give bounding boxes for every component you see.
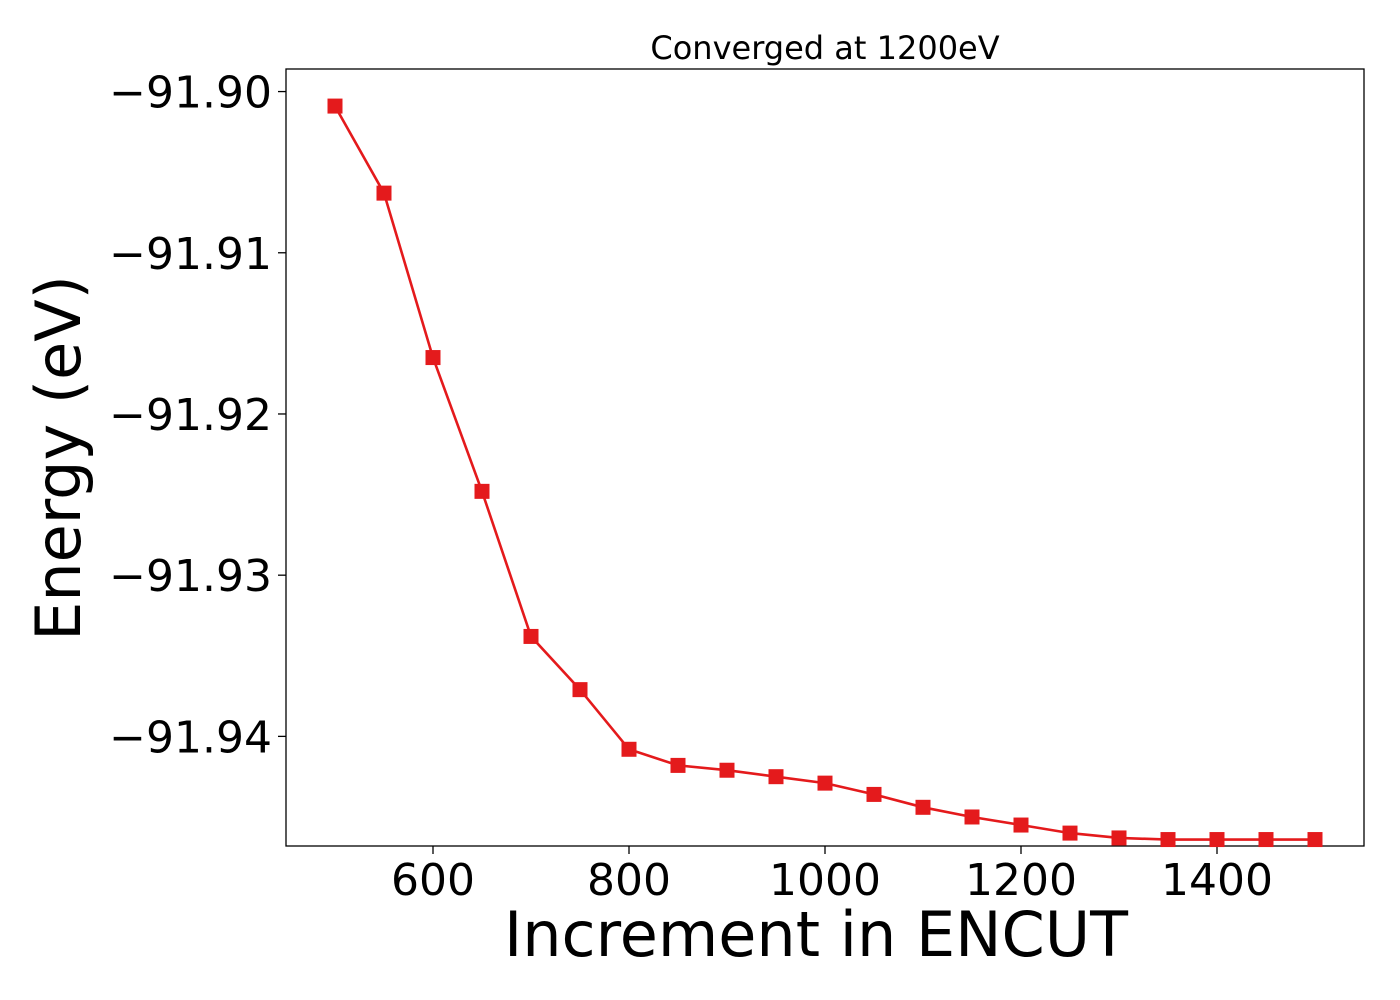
y-tick-label: −91.94 xyxy=(109,712,272,763)
data-point-marker xyxy=(866,786,882,802)
y-axis: −91.90 −91.91 −91.92 −91.93 −91.94 xyxy=(109,68,286,763)
y-tick-label: −91.92 xyxy=(109,390,272,441)
data-point-marker xyxy=(376,185,392,201)
x-tick-label: 600 xyxy=(391,855,475,906)
data-point-marker xyxy=(1160,832,1176,848)
y-tick-label: −91.91 xyxy=(109,229,272,280)
data-point-marker xyxy=(1209,832,1225,848)
x-tick-label: 1400 xyxy=(1161,855,1273,906)
data-point-marker xyxy=(1062,825,1078,841)
data-point-marker xyxy=(523,628,539,644)
data-point-marker xyxy=(817,775,833,791)
y-axis-label: Energy (eV) xyxy=(22,275,95,641)
chart-title: Converged at 1200eV xyxy=(650,29,999,67)
x-tick-label: 800 xyxy=(587,855,671,906)
x-tick-label: 1200 xyxy=(965,855,1077,906)
x-axis-label: Increment in ENCUT xyxy=(504,898,1129,971)
plot-area xyxy=(285,68,1365,847)
data-point-marker xyxy=(327,98,343,114)
data-point-marker xyxy=(621,741,637,757)
data-point-marker xyxy=(474,483,490,499)
data-point-marker xyxy=(964,809,980,825)
y-tick-label: −91.90 xyxy=(109,68,272,119)
data-point-marker xyxy=(719,762,735,778)
series-line xyxy=(333,105,1315,841)
data-point-marker xyxy=(425,350,441,366)
energy-series xyxy=(327,98,1323,848)
x-tick-label: 1000 xyxy=(769,855,881,906)
data-point-marker xyxy=(1307,832,1323,848)
data-point-marker xyxy=(1013,817,1029,833)
x-axis: 600 800 1000 1200 1400 xyxy=(391,846,1273,906)
data-point-marker xyxy=(915,799,931,815)
data-point-marker xyxy=(572,682,588,698)
data-point-marker xyxy=(1258,832,1274,848)
data-point-marker xyxy=(768,769,784,785)
data-point-marker xyxy=(670,757,686,773)
data-point-marker xyxy=(1111,830,1127,846)
y-tick-label: −91.93 xyxy=(109,551,272,602)
